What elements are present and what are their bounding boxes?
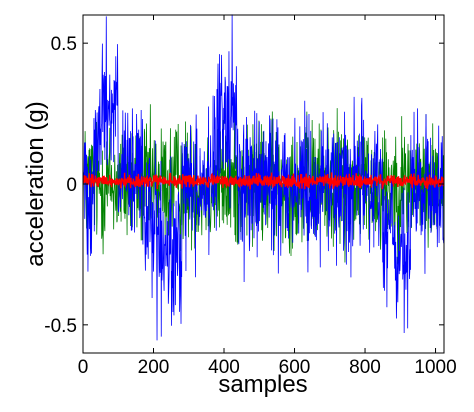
y-tick-label: 0 — [66, 175, 77, 196]
x-axis-label: samples — [218, 371, 307, 398]
y-tick-label: 0.5 — [51, 34, 77, 55]
x-tick-label: 1000 — [414, 357, 456, 378]
series-line-blue — [82, 14, 445, 341]
y-axis-label: acceleration (g) — [22, 101, 49, 266]
x-tick-label: 400 — [208, 357, 240, 378]
x-tick-label: 200 — [138, 357, 170, 378]
y-tick-label: -0.5 — [44, 316, 77, 337]
x-tick-label: 600 — [279, 357, 311, 378]
y-ticks: -0.5 0 0.5 — [44, 34, 444, 337]
x-tick-label: 800 — [349, 357, 381, 378]
series-layer — [82, 14, 445, 341]
series-line-red — [82, 172, 445, 190]
x-tick-label: 0 — [78, 357, 89, 378]
x-ticks: 0 200 400 600 800 1000 — [78, 15, 457, 378]
